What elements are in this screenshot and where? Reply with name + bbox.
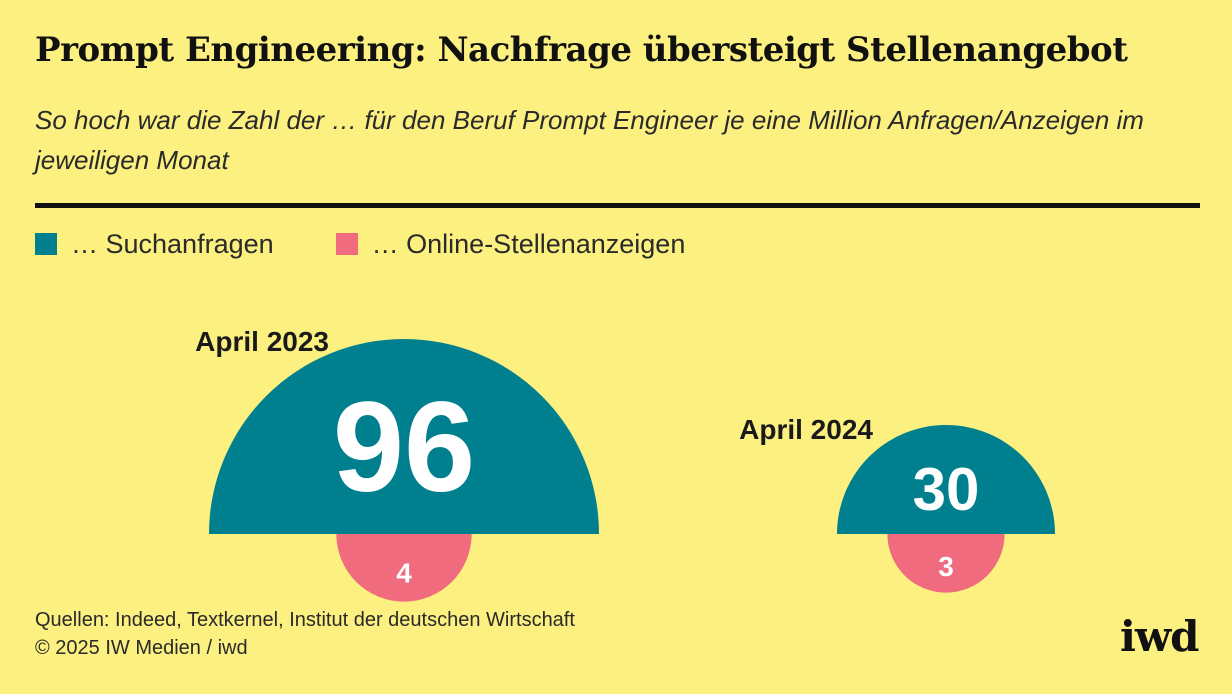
chart-title: Prompt Engineering: Nachfrage übersteigt…	[35, 30, 1128, 70]
chart-subtitle: So hoch war die Zahl der … für den Beruf…	[35, 105, 1144, 175]
ads-half-circle	[887, 534, 1005, 593]
search-half-circle	[209, 339, 599, 534]
copyright-line: © 2025 IW Medien / iwd	[35, 637, 248, 659]
category-label: April 2023	[195, 326, 329, 357]
legend-item-ads: … Online-Stellenanzeigen	[335, 228, 686, 260]
legend-label-ads: … Online-Stellenanzeigen	[371, 228, 686, 259]
ads-value-label: 4	[396, 558, 412, 589]
divider-rule	[35, 203, 1200, 208]
legend-swatch-search	[35, 233, 57, 255]
legend-label-search: … Suchanfragen	[71, 228, 274, 259]
legend-swatch-ads	[335, 233, 358, 255]
legend-item-search: … Suchanfragen	[35, 229, 274, 260]
search-value-label: 30	[913, 456, 980, 523]
sources-line: Quellen: Indeed, Textkernel, Institut de…	[35, 609, 575, 631]
search-value-label: 96	[333, 376, 475, 519]
ads-value-label: 3	[938, 551, 954, 582]
category-label: April 2024	[739, 414, 873, 445]
ads-half-circle	[336, 534, 472, 602]
legend: … Suchanfragen … Online-Stellenanzeigen	[35, 226, 747, 262]
search-half-circle	[836, 424, 1056, 534]
iwd-logo: iwd	[1120, 612, 1199, 661]
sources: Quellen: Indeed, Textkernel, Institut de…	[35, 606, 575, 662]
